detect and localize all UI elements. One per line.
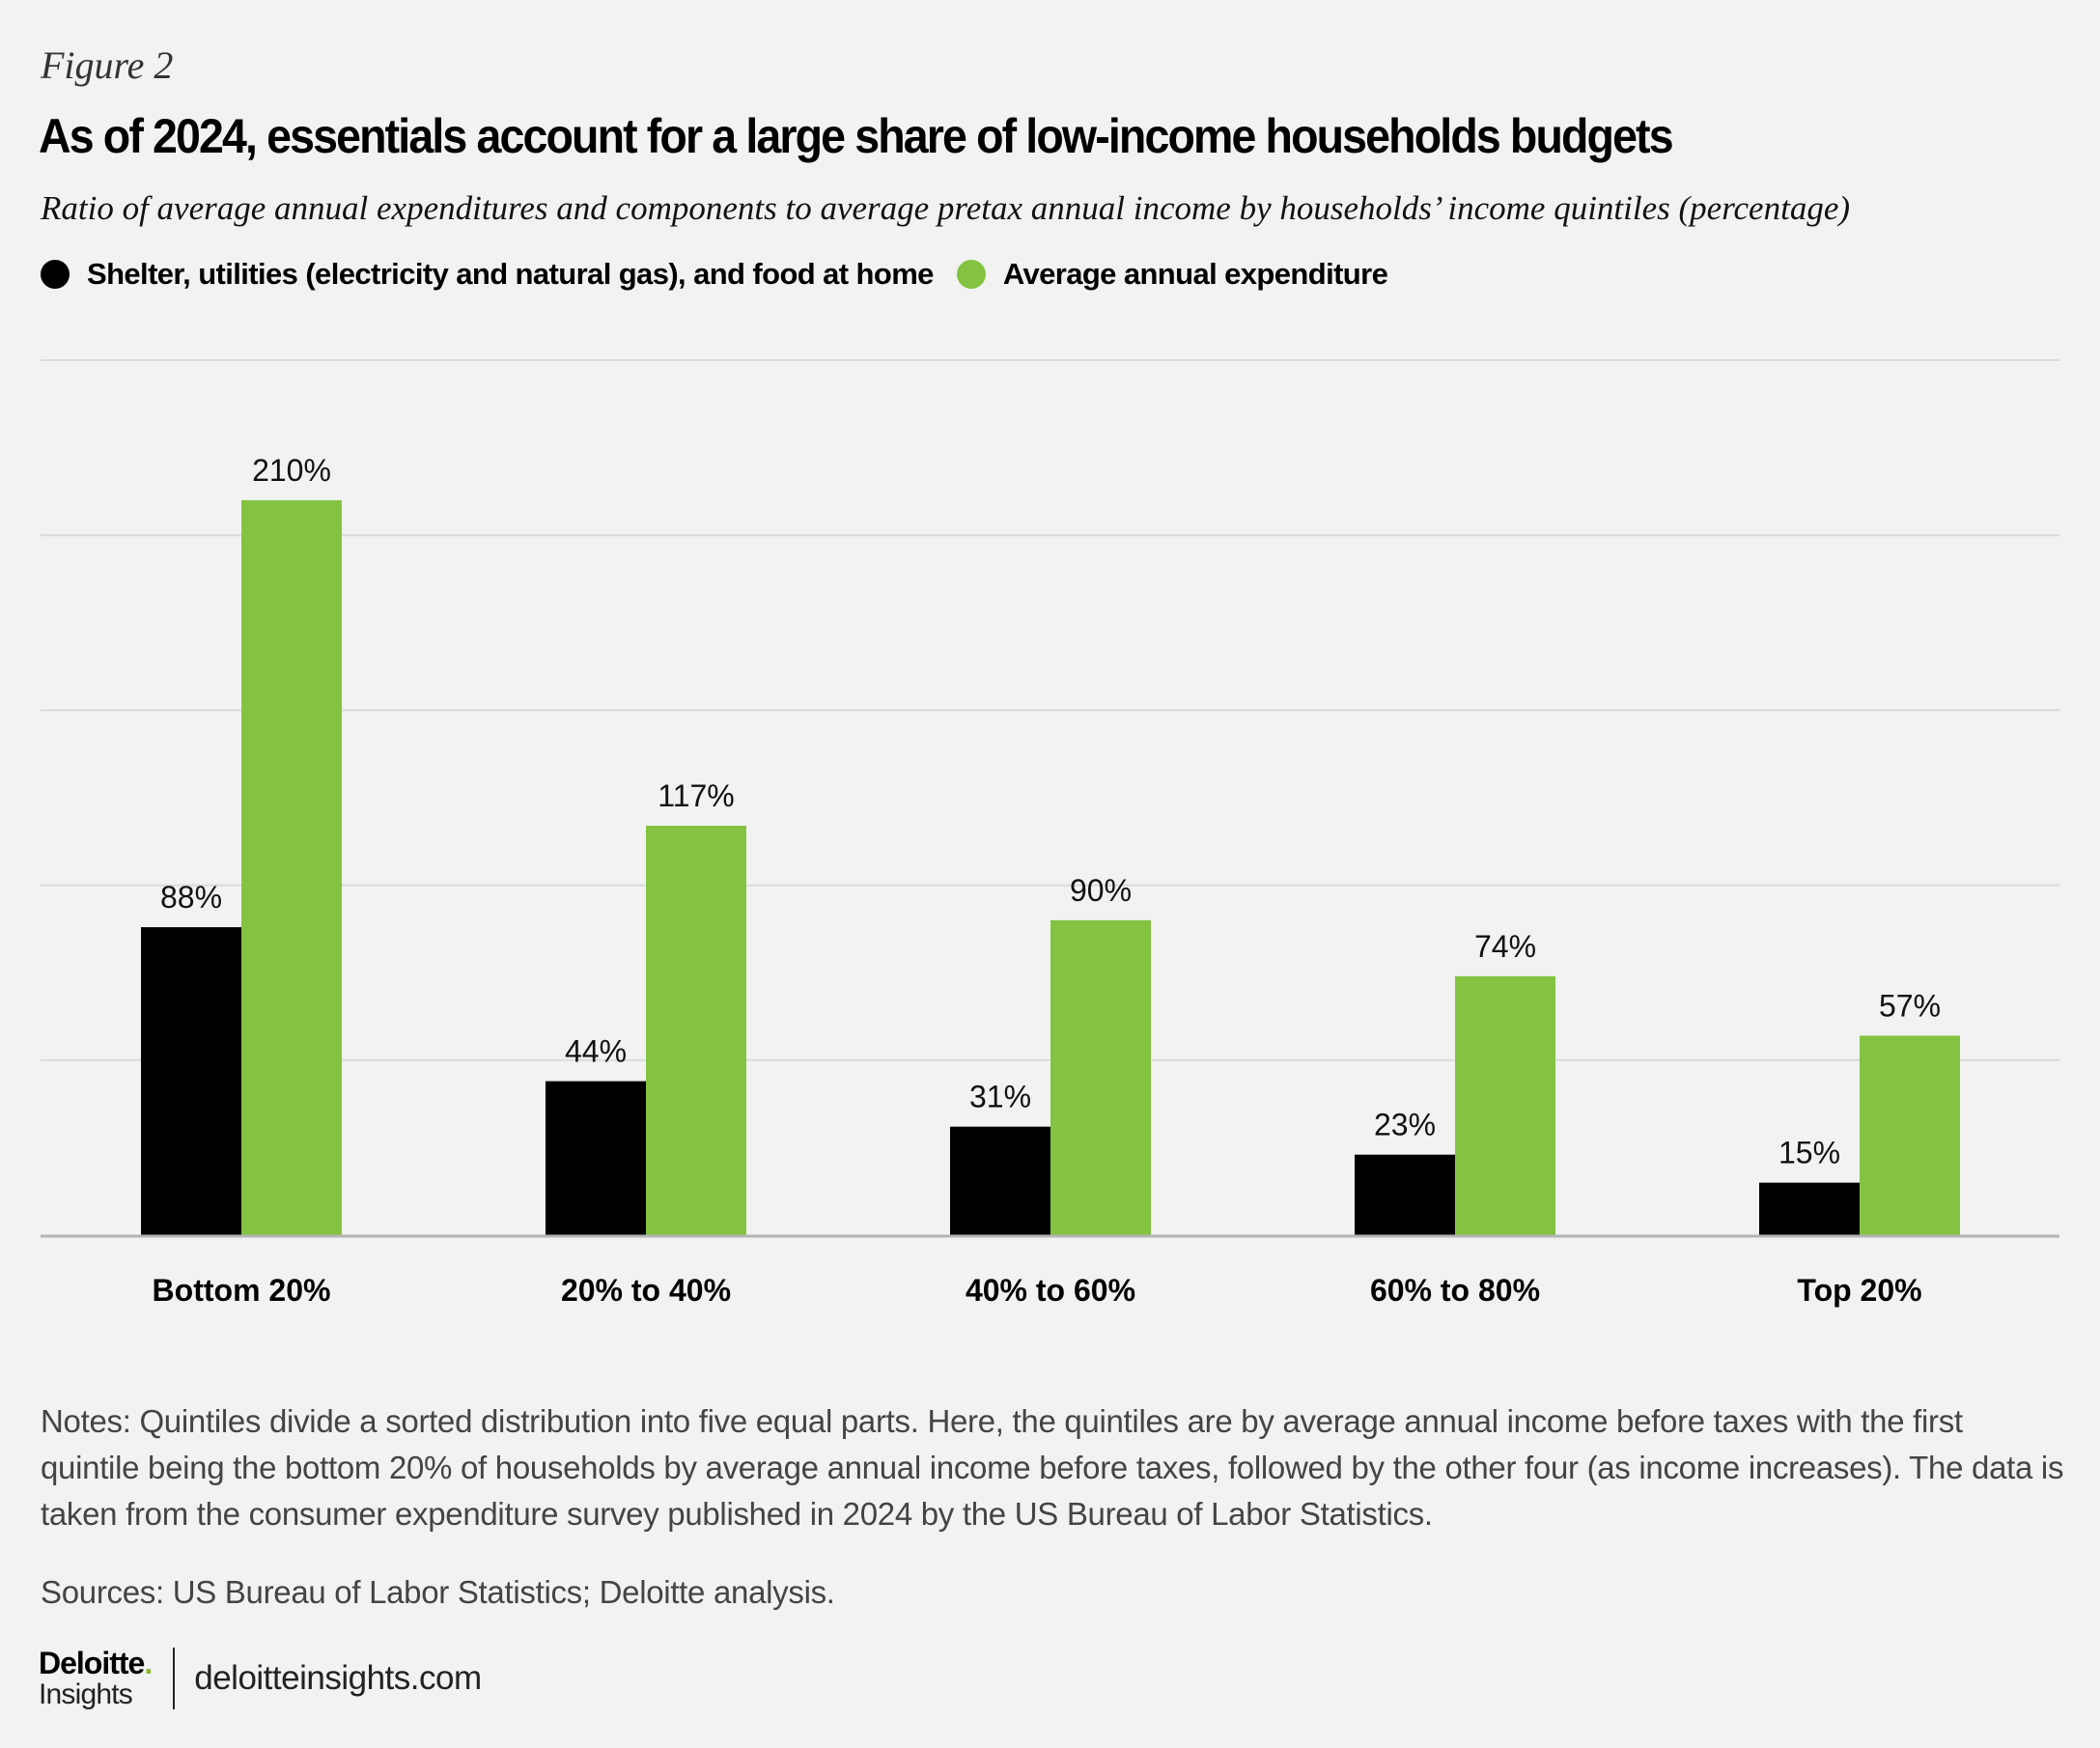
- footer-divider: [173, 1648, 176, 1709]
- data-label-essentials: 88%: [160, 880, 222, 915]
- data-label-essentials: 15%: [1778, 1136, 1840, 1170]
- notes: Notes: Quintiles divide a sorted distrib…: [41, 1403, 2064, 1532]
- data-label-expenditure: 117%: [658, 778, 734, 813]
- bar-essentials: [950, 1126, 1050, 1235]
- logo-wordmark: Deloitte.: [39, 1646, 153, 1680]
- footer: Deloitte. Insights deloitteinsights.com: [39, 1648, 482, 1709]
- x-tick-label: 40% to 60%: [966, 1273, 1135, 1308]
- legend-item-essentials: Shelter, utilities (electricity and natu…: [41, 257, 934, 292]
- data-label-essentials: 31%: [969, 1080, 1031, 1114]
- legend: Shelter, utilities (electricity and natu…: [41, 257, 1411, 292]
- logo-wordmark-text: Deloitte: [39, 1646, 145, 1680]
- sources: Sources: US Bureau of Labor Statistics; …: [41, 1574, 835, 1610]
- x-axis-labels: Bottom 20% 20% to 40% 40% to 60% 60% to 80%…: [153, 1273, 1922, 1308]
- site-link[interactable]: deloitteinsights.com: [194, 1659, 482, 1697]
- x-tick-label: Bottom 20%: [153, 1273, 331, 1308]
- x-tick-label: 60% to 80%: [1370, 1273, 1540, 1308]
- data-label-expenditure: 90%: [1070, 873, 1132, 908]
- bar-expenditure: [646, 825, 746, 1235]
- bar-expenditure: [241, 499, 342, 1235]
- legend-swatch-expenditure: [956, 260, 986, 289]
- bars: [141, 499, 1960, 1235]
- bar-expenditure: [1455, 975, 1555, 1235]
- bar-essentials: [141, 927, 241, 1235]
- data-label-expenditure: 74%: [1474, 929, 1536, 964]
- logo-insights: Insights: [39, 1678, 133, 1710]
- x-tick-label: 20% to 40%: [561, 1273, 731, 1308]
- bar-expenditure: [1050, 919, 1151, 1235]
- bar-essentials: [546, 1081, 646, 1235]
- legend-label-expenditure: Average annual expenditure: [1002, 257, 1388, 291]
- bar-essentials: [1759, 1182, 1860, 1235]
- data-label-expenditure: 57%: [1879, 988, 1941, 1023]
- deloitte-insights-logo: Deloitte. Insights: [39, 1646, 153, 1710]
- data-labels: 88% 210% 44% 117% 31% 90% 23% 74% 15% 57%: [160, 453, 1941, 1170]
- bar-expenditure: [1860, 1035, 1960, 1235]
- data-label-essentials: 44%: [565, 1034, 627, 1069]
- x-tick-label: Top 20%: [1797, 1273, 1921, 1308]
- figure-label: Figure 2: [41, 43, 174, 87]
- legend-swatch-essentials: [41, 260, 70, 289]
- logo-green-dot-icon: .: [144, 1646, 153, 1680]
- legend-label-essentials: Shelter, utilities (electricity and natu…: [87, 257, 934, 291]
- data-label-essentials: 23%: [1374, 1108, 1436, 1142]
- bar-essentials: [1355, 1154, 1455, 1235]
- chart-subtitle: Ratio of average annual expenditures and…: [41, 189, 1851, 227]
- data-label-expenditure: 210%: [252, 453, 331, 488]
- legend-item-expenditure: Average annual expenditure: [956, 257, 1388, 292]
- gridlines: [41, 359, 2059, 1061]
- chart-title: As of 2024, essentials account for a lar…: [39, 109, 1674, 163]
- bar-chart: 88% 210% 44% 117% 31% 90% 23% 74% 15% 57% Bottom …: [41, 359, 2059, 1308]
